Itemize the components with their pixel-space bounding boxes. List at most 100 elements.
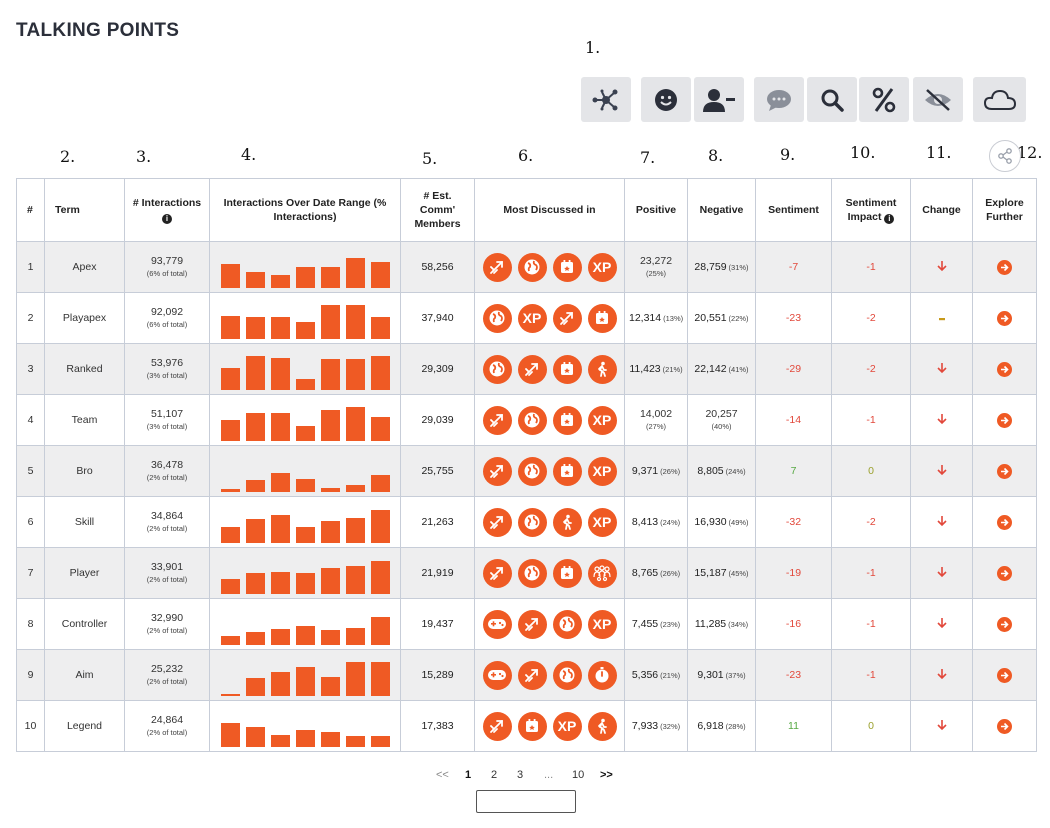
- negative-cell: 16,930 (49%): [687, 496, 756, 548]
- walker-icon[interactable]: [587, 711, 617, 741]
- calendar-icon[interactable]: [552, 405, 582, 435]
- explore-arrow-icon[interactable]: [997, 667, 1012, 683]
- positive-count: 23,272: [639, 255, 673, 267]
- explore-arrow-icon[interactable]: [997, 361, 1012, 377]
- trend-bar: [270, 572, 290, 594]
- globe-icon[interactable]: [517, 558, 547, 588]
- table-row[interactable]: 9 Aim 25,232 (2% of total) 15,289 5,356 (21%) 9…: [16, 649, 1037, 701]
- calendar-icon[interactable]: [587, 303, 617, 333]
- header-impact[interactable]: Sentiment Impact i: [831, 178, 911, 242]
- pagination-page[interactable]: 1: [465, 769, 472, 781]
- explore-arrow-icon[interactable]: [997, 718, 1012, 734]
- term-cell[interactable]: Bro: [44, 445, 125, 497]
- term-cell[interactable]: Ranked: [44, 343, 125, 395]
- pagination-page[interactable]: 3: [517, 769, 524, 781]
- term-cell[interactable]: Skill: [44, 496, 125, 548]
- pagination-next[interactable]: >>: [600, 769, 613, 781]
- rocket-icon[interactable]: [517, 660, 547, 690]
- hide-button[interactable]: [913, 77, 963, 122]
- globe-icon[interactable]: [517, 507, 547, 537]
- table-row[interactable]: 8 Controller 32,990 (2% of total) 19,437 XP 7,…: [16, 598, 1037, 650]
- user-minus-button[interactable]: [694, 77, 744, 122]
- term-cell[interactable]: Apex: [44, 241, 125, 293]
- explore-arrow-icon[interactable]: [997, 463, 1012, 479]
- page-jump-input[interactable]: [476, 790, 576, 813]
- explore-arrow-icon[interactable]: [997, 565, 1012, 581]
- share-button[interactable]: [989, 140, 1021, 172]
- rocket-icon[interactable]: [482, 711, 512, 741]
- rocket-icon[interactable]: [552, 303, 582, 333]
- table-row[interactable]: 2 Playapex 92,092 (6% of total) 37,940 XP 12,3…: [16, 292, 1037, 344]
- xp-icon[interactable]: XP: [587, 405, 617, 435]
- rocket-icon[interactable]: [482, 558, 512, 588]
- header-sentiment[interactable]: Sentiment: [755, 178, 832, 242]
- rocket-icon[interactable]: [482, 507, 512, 537]
- walker-icon[interactable]: [587, 354, 617, 384]
- term-cell[interactable]: Controller: [44, 598, 125, 650]
- table-row[interactable]: 3 Ranked 53,976 (3% of total) 29,309 11,423 (2…: [16, 343, 1037, 395]
- calendar-icon[interactable]: [552, 252, 582, 282]
- explore-arrow-icon[interactable]: [997, 310, 1012, 326]
- pagination-prev[interactable]: <<: [436, 769, 449, 781]
- globe-icon[interactable]: [482, 303, 512, 333]
- table-row[interactable]: 5 Bro 36,478 (2% of total) 25,755 XP 9,371 (26%…: [16, 445, 1037, 497]
- calendar-icon[interactable]: [552, 558, 582, 588]
- globe-icon[interactable]: [517, 456, 547, 486]
- stopwatch-icon[interactable]: [587, 660, 617, 690]
- explore-arrow-icon[interactable]: [997, 412, 1012, 428]
- smiley-button[interactable]: [641, 77, 691, 122]
- search-button[interactable]: [807, 77, 857, 122]
- calendar-icon[interactable]: [517, 711, 547, 741]
- calendar-icon[interactable]: [552, 354, 582, 384]
- info-icon[interactable]: i: [884, 214, 895, 224]
- header-est-members[interactable]: # Est. Comm' Members: [400, 178, 475, 242]
- gamepad-icon[interactable]: [482, 609, 512, 639]
- globe-icon[interactable]: [552, 660, 582, 690]
- rocket-icon[interactable]: [517, 609, 547, 639]
- globe-icon[interactable]: [552, 609, 582, 639]
- term-cell[interactable]: Player: [44, 547, 125, 599]
- globe-icon[interactable]: [517, 252, 547, 282]
- xp-icon[interactable]: XP: [587, 252, 617, 282]
- header-term[interactable]: Term: [44, 178, 125, 242]
- info-icon[interactable]: i: [162, 214, 172, 224]
- pagination-page[interactable]: 10: [572, 769, 585, 781]
- globe-icon[interactable]: [517, 405, 547, 435]
- explore-arrow-icon[interactable]: [997, 616, 1012, 632]
- xp-icon[interactable]: XP: [587, 456, 617, 486]
- term-cell[interactable]: Legend: [44, 700, 125, 752]
- table-row[interactable]: 7 Player 33,901 (2% of total) 21,919 8,765 (26…: [16, 547, 1037, 599]
- table-row[interactable]: 1 Apex 93,779 (6% of total) 58,256 XP 23,272 (2…: [16, 241, 1037, 293]
- gamepad-icon[interactable]: [482, 660, 512, 690]
- header-negative[interactable]: Negative: [687, 178, 756, 242]
- explore-arrow-icon[interactable]: [997, 259, 1012, 275]
- comments-button[interactable]: [754, 77, 804, 122]
- xp-icon[interactable]: XP: [552, 711, 582, 741]
- crowd-icon[interactable]: [587, 558, 617, 588]
- explore-arrow-icon[interactable]: [997, 514, 1012, 530]
- rocket-icon[interactable]: [482, 405, 512, 435]
- walker-icon[interactable]: [552, 507, 582, 537]
- term-cell[interactable]: Playapex: [44, 292, 125, 344]
- pagination-page[interactable]: 2: [491, 769, 498, 781]
- sentiment-cell: -19: [755, 547, 832, 599]
- rocket-icon[interactable]: [482, 456, 512, 486]
- table-row[interactable]: 4 Team 51,107 (3% of total) 29,039 XP 14,002 (2…: [16, 394, 1037, 446]
- globe-icon[interactable]: [482, 354, 512, 384]
- rocket-icon[interactable]: [517, 354, 547, 384]
- rocket-icon[interactable]: [482, 252, 512, 282]
- table-row[interactable]: 6 Skill 34,864 (2% of total) 21,263 XP 8,413 (2…: [16, 496, 1037, 548]
- percent-button[interactable]: [859, 77, 909, 122]
- header-change[interactable]: Change: [910, 178, 973, 242]
- table-row[interactable]: 10 Legend 24,864 (2% of total) 17,383 XP 7,933…: [16, 700, 1037, 752]
- header-interactions[interactable]: # Interactions i: [124, 178, 210, 242]
- wordcloud-button[interactable]: [973, 77, 1026, 122]
- network-button[interactable]: [581, 77, 631, 122]
- header-positive[interactable]: Positive: [624, 178, 688, 242]
- term-cell[interactable]: Team: [44, 394, 125, 446]
- xp-icon[interactable]: XP: [587, 609, 617, 639]
- calendar-icon[interactable]: [552, 456, 582, 486]
- xp-icon[interactable]: XP: [587, 507, 617, 537]
- xp-icon[interactable]: XP: [517, 303, 547, 333]
- term-cell[interactable]: Aim: [44, 649, 125, 701]
